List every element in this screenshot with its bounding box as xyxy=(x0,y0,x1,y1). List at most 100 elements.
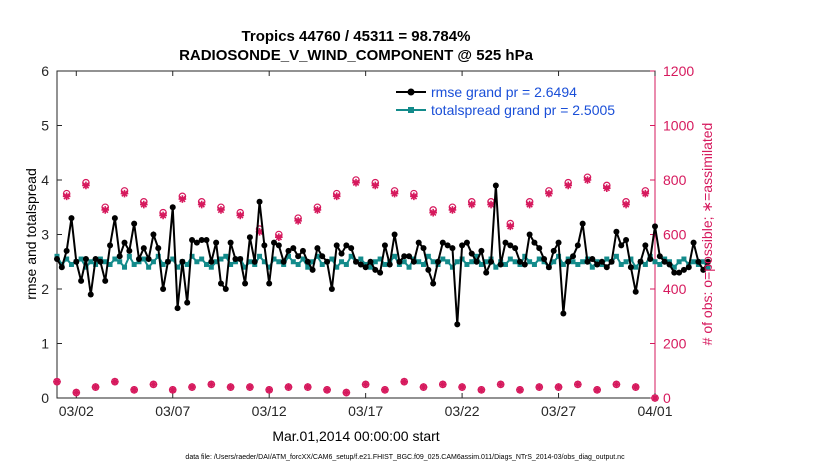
obs-assimilated-marker xyxy=(284,383,293,391)
totalspread-point xyxy=(228,261,234,267)
totalspread-point xyxy=(454,259,460,265)
rmse-point xyxy=(613,228,620,235)
x-tick-label: 03/02 xyxy=(59,403,94,419)
totalspread-point xyxy=(213,259,219,265)
totalspread-point xyxy=(560,261,566,267)
totalspread-point xyxy=(150,259,156,265)
rmse-point xyxy=(444,242,451,249)
y-tick-label: 2 xyxy=(41,281,49,297)
obs-assimilated-marker xyxy=(255,227,264,236)
obs-assimilated-marker xyxy=(275,233,283,242)
totalspread-point xyxy=(401,259,407,265)
obs-assimilated-marker xyxy=(159,211,167,220)
y-axis-label-right: # of obs: o=possible; ∗=assimilated xyxy=(699,123,715,346)
totalspread-point xyxy=(372,259,378,265)
obs-assimilated-marker xyxy=(496,380,505,389)
legend-rmse-marker xyxy=(407,88,415,96)
totalspread-point xyxy=(242,264,248,270)
rmse-point xyxy=(661,258,668,265)
rmse-point xyxy=(193,239,200,246)
obs-assimilated-marker xyxy=(516,386,524,394)
totalspread-point xyxy=(464,261,470,267)
rmse-point xyxy=(492,182,499,189)
rmse-point xyxy=(570,253,577,260)
obs-assimilated-marker xyxy=(82,181,90,190)
rmse-point xyxy=(237,256,244,263)
obs-assimilated-marker xyxy=(342,388,351,397)
rmse-point xyxy=(700,266,707,273)
x-axis-label: Mar.01,2014 00:00:00 start xyxy=(272,428,439,444)
totalspread-point xyxy=(469,259,475,265)
rmse-point xyxy=(632,288,639,295)
legend-spread-label: totalspread grand pr = 2.5005 xyxy=(431,102,615,118)
totalspread-point xyxy=(618,261,624,267)
obs-assimilated-marker xyxy=(564,181,572,190)
rmse-point xyxy=(391,231,398,238)
rmse-point xyxy=(189,236,196,243)
x-tick-label: 03/12 xyxy=(252,403,287,419)
totalspread-point xyxy=(257,253,263,259)
totalspread-point xyxy=(527,259,533,265)
obs-assimilated-marker xyxy=(207,380,216,389)
x-tick-label: 03/17 xyxy=(348,403,383,419)
totalspread-point xyxy=(204,261,209,267)
obs-assimilated-marker xyxy=(467,200,476,209)
totalspread-point xyxy=(285,253,291,259)
totalspread-point xyxy=(122,264,128,270)
rmse-point xyxy=(357,261,364,268)
rmse-point xyxy=(362,264,369,271)
totalspread-point xyxy=(613,253,619,259)
x-tick-label: 03/27 xyxy=(541,403,576,419)
obs-assimilated-marker xyxy=(120,189,129,198)
rmse-point xyxy=(676,269,683,276)
y-axis-label-left: rmse and totalspread xyxy=(23,168,39,300)
rmse-point xyxy=(434,258,441,265)
totalspread-point xyxy=(348,253,354,259)
y-tick-label: 6 xyxy=(41,63,49,79)
obs-assimilated-marker xyxy=(140,200,148,209)
totalspread-point xyxy=(531,261,537,267)
totalspread-point xyxy=(589,264,595,270)
rmse-point xyxy=(386,261,393,268)
rmse-point xyxy=(526,231,533,238)
obs-assimilated-marker xyxy=(188,383,196,391)
totalspread-point xyxy=(705,264,711,270)
totalspread-point xyxy=(290,259,296,265)
rmse-point xyxy=(705,258,712,265)
totalspread-point xyxy=(68,261,74,267)
rmse-point xyxy=(671,269,678,276)
rmse-point xyxy=(550,247,557,254)
y-tick-label-right: 600 xyxy=(663,227,687,243)
rmse-point xyxy=(348,245,355,252)
obs-assimilated-marker xyxy=(641,189,650,198)
totalspread-point xyxy=(295,261,301,267)
rmse-point xyxy=(623,236,630,243)
rmse-point xyxy=(78,277,85,284)
totalspread-point xyxy=(570,259,576,265)
rmse-point xyxy=(483,269,490,276)
rmse-point xyxy=(463,239,470,246)
rmse-point xyxy=(579,220,586,227)
rmse-point xyxy=(135,256,142,263)
rmse-point xyxy=(179,258,186,265)
rmse-point xyxy=(131,220,138,227)
rmse-point xyxy=(396,258,403,265)
rmse-point xyxy=(507,242,514,249)
rmse-point xyxy=(198,236,205,243)
x-tick-label: 03/22 xyxy=(445,403,480,419)
rmse-point xyxy=(169,204,176,211)
totalspread-point xyxy=(271,256,277,262)
rmse-point xyxy=(439,239,446,246)
obs-assimilated-marker xyxy=(381,386,389,394)
rmse-point xyxy=(160,286,167,292)
rmse-point xyxy=(415,239,422,246)
totalspread-point xyxy=(305,264,311,270)
totalspread-point xyxy=(343,261,349,267)
totalspread-point xyxy=(676,259,682,265)
rmse-point xyxy=(121,239,128,246)
obs-assimilated-marker xyxy=(352,178,360,187)
x-tick-label: 03/07 xyxy=(155,403,190,419)
rmse-point xyxy=(459,242,466,249)
totalspread-point xyxy=(440,256,446,262)
rmse-point xyxy=(454,321,461,328)
